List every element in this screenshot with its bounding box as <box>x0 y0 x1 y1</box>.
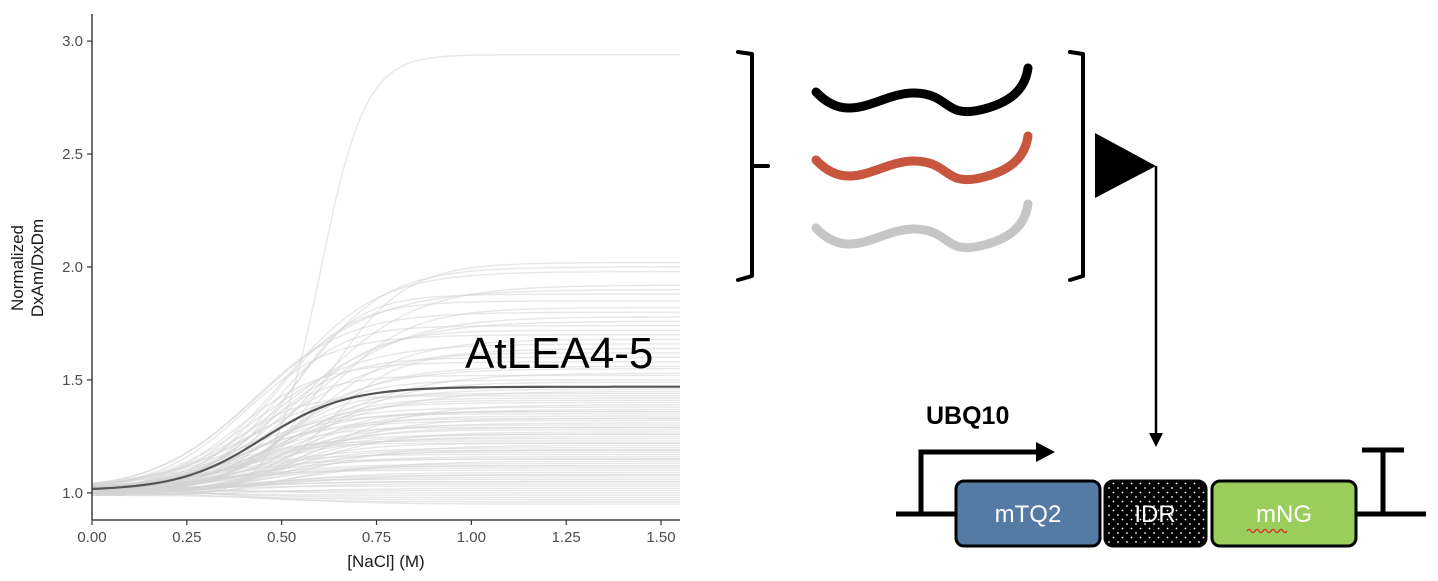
terminator-icon <box>1362 447 1404 514</box>
x-tick-label: 1.00 <box>457 529 486 546</box>
y-tick-label: 3.0 <box>62 33 83 50</box>
construct-diagram: UBQ10 mTQ2 IDR mNG <box>736 50 1426 548</box>
background-series-line <box>92 492 680 496</box>
background-series-line <box>91 465 680 488</box>
background-series-line <box>91 320 680 487</box>
promoter-label: UBQ10 <box>926 402 1009 430</box>
y-ticks-group: 1.0 1.5 2.0 2.5 3.0 <box>62 33 92 502</box>
background-series-line <box>91 361 680 492</box>
background-series-group <box>91 54 681 505</box>
background-series-line <box>91 419 680 491</box>
highlight-series-label: AtLEA4-5 <box>465 329 653 378</box>
x-tick-label: 1.25 <box>552 529 581 546</box>
background-series-line <box>91 433 680 491</box>
y-axis-title-line-2: DxAm/DxDm <box>28 219 47 317</box>
idr-squiggle-black <box>811 63 1033 116</box>
y-axis-title-line-1: Normalized <box>8 225 27 311</box>
left-bracket <box>736 50 770 282</box>
background-series-line <box>91 453 680 495</box>
y-tick-label: 1.0 <box>62 485 83 502</box>
background-series-line <box>91 488 680 505</box>
highlight-series-line <box>91 385 680 490</box>
y-tick-label: 2.0 <box>62 259 83 276</box>
background-series-line <box>91 442 680 490</box>
insert-arrowhead <box>1095 133 1156 198</box>
background-series-line <box>91 440 680 489</box>
promoter-arrow-icon <box>918 449 1040 514</box>
background-series-line <box>92 480 680 490</box>
promoter-arrowhead <box>1036 442 1055 462</box>
mtq2-label: mTQ2 <box>995 501 1062 528</box>
background-series-line <box>91 372 680 491</box>
background-series-line <box>91 474 680 494</box>
idr-squiggle-gray <box>811 199 1033 252</box>
y-axis-title: Normalized DxAm/DxDm <box>8 219 47 317</box>
insert-arrow-tip <box>1149 433 1163 447</box>
background-series-line <box>92 489 680 493</box>
background-series-line <box>91 458 680 491</box>
background-series-line <box>91 449 680 496</box>
x-tick-label: 0.75 <box>362 529 391 546</box>
background-series-line <box>92 491 680 503</box>
mng-spellcheck-underline <box>1246 528 1288 534</box>
background-series-line <box>91 392 680 494</box>
idr-label: IDR <box>1134 501 1175 528</box>
y-tick-label: 2.5 <box>62 146 83 163</box>
background-series-line <box>91 417 680 490</box>
idr-squiggle-orange <box>811 131 1033 184</box>
mtq2-segment <box>954 479 1102 548</box>
x-tick-label: 0.25 <box>172 529 201 546</box>
background-series-line <box>91 334 680 486</box>
right-bracket <box>1068 50 1085 282</box>
mng-label: mNG <box>1256 501 1312 528</box>
x-axis-title: [NaCl] (M) <box>347 552 424 571</box>
x-ticks-group: 0.00 0.25 0.50 0.75 1.00 1.25 1.50 <box>77 520 676 546</box>
x-tick-label: 0.00 <box>77 529 106 546</box>
chart: 0.00 0.25 0.50 0.75 1.00 1.25 1.50 1.0 1.5 2.0 2.… <box>8 14 681 571</box>
background-series-line <box>92 494 680 501</box>
idr-segment <box>1103 479 1208 548</box>
x-tick-label: 1.50 <box>646 529 675 546</box>
background-series-line <box>91 406 680 486</box>
x-tick-label: 0.50 <box>267 529 296 546</box>
y-tick-label: 1.5 <box>62 372 83 389</box>
background-series-line <box>91 311 680 485</box>
